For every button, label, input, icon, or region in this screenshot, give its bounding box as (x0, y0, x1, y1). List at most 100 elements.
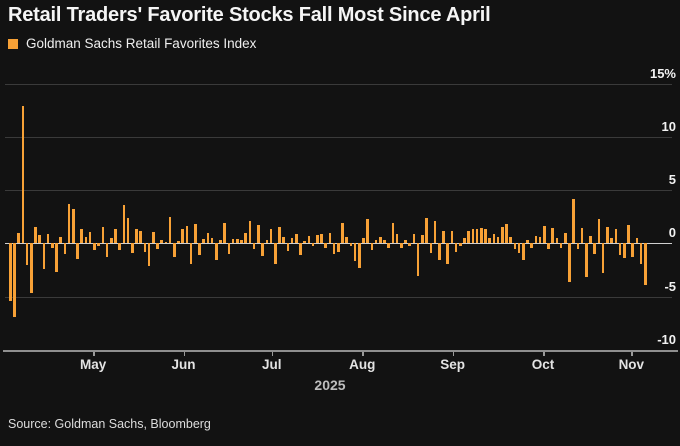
bar (252, 243, 256, 249)
bar (223, 222, 227, 244)
bar (362, 237, 365, 244)
bar (172, 243, 176, 258)
bar (9, 243, 12, 301)
bar (177, 241, 180, 244)
bar (366, 218, 370, 244)
bar (534, 235, 538, 244)
bar (126, 217, 130, 244)
y-axis-label: -10 (657, 331, 676, 347)
bar (412, 233, 416, 244)
bar (643, 243, 647, 285)
bar (576, 243, 580, 250)
bar (51, 243, 54, 248)
bar (118, 243, 121, 250)
bar (257, 225, 260, 244)
bar (189, 243, 193, 264)
bar (130, 243, 134, 253)
bar (181, 229, 184, 244)
bar (572, 198, 576, 244)
bar (522, 243, 525, 261)
bar (147, 243, 151, 266)
y-axis-label: -5 (664, 278, 676, 294)
bar (341, 223, 344, 244)
bar (526, 240, 529, 244)
bar (387, 243, 391, 248)
bar (261, 243, 264, 257)
bar (559, 243, 563, 248)
bar (589, 235, 592, 244)
source-text: Source: Goldman Sachs, Bloomberg (8, 417, 211, 431)
bar (25, 243, 29, 265)
x-axis-tick (631, 351, 633, 356)
x-axis-label: Jul (262, 357, 282, 372)
x-axis-label: Oct (531, 357, 555, 372)
bar (30, 243, 33, 294)
x-axis-tick (543, 351, 545, 356)
bar (328, 232, 332, 244)
bar (509, 236, 512, 244)
bar (72, 209, 75, 244)
bar (513, 243, 517, 249)
bar (286, 243, 290, 251)
bar (442, 230, 445, 244)
bar (416, 243, 420, 276)
bar (639, 243, 643, 264)
bar (164, 241, 168, 244)
bar (38, 234, 42, 244)
bar (160, 240, 163, 244)
bar (135, 228, 138, 244)
bar (46, 233, 50, 244)
bar (597, 218, 601, 244)
bar (42, 243, 46, 269)
chart-title: Retail Traders' Favorite Stocks Fall Mos… (8, 4, 491, 26)
bar (227, 243, 231, 254)
bar (282, 236, 285, 244)
bar (303, 241, 306, 244)
bar (278, 227, 281, 244)
bar (151, 231, 155, 244)
bar (114, 229, 117, 244)
bar (219, 240, 222, 244)
bar (433, 221, 437, 244)
bar (450, 231, 454, 244)
gridline (5, 83, 672, 85)
bar (618, 243, 622, 255)
bar (492, 233, 496, 244)
bar (336, 243, 340, 252)
bar (93, 243, 96, 250)
bar (543, 226, 546, 244)
bar (105, 243, 109, 258)
bar (345, 236, 348, 244)
bar (568, 243, 571, 282)
bar (610, 237, 613, 244)
x-axis-year-label: 2025 (314, 377, 346, 393)
bar (488, 237, 491, 244)
bar (265, 240, 269, 244)
x-axis-tick (452, 351, 455, 356)
bar (454, 243, 458, 252)
bar (538, 236, 542, 244)
bar (122, 204, 126, 244)
bar (383, 239, 386, 244)
gridline (5, 136, 672, 138)
bar (353, 243, 357, 262)
bar (290, 237, 294, 244)
bar (374, 240, 378, 244)
bar (320, 233, 323, 244)
bar (564, 233, 567, 244)
bar (324, 243, 327, 248)
bar (97, 243, 100, 246)
bar (479, 228, 483, 244)
bar (593, 243, 597, 254)
y-axis-label: 5 (668, 172, 676, 188)
bar (315, 234, 319, 244)
bar (84, 236, 88, 244)
bar (59, 236, 63, 244)
bar (370, 243, 374, 250)
bar (425, 217, 428, 244)
bar (484, 229, 487, 244)
bar (429, 243, 433, 253)
bar (307, 235, 311, 244)
bar (67, 203, 71, 244)
bar (627, 225, 630, 244)
